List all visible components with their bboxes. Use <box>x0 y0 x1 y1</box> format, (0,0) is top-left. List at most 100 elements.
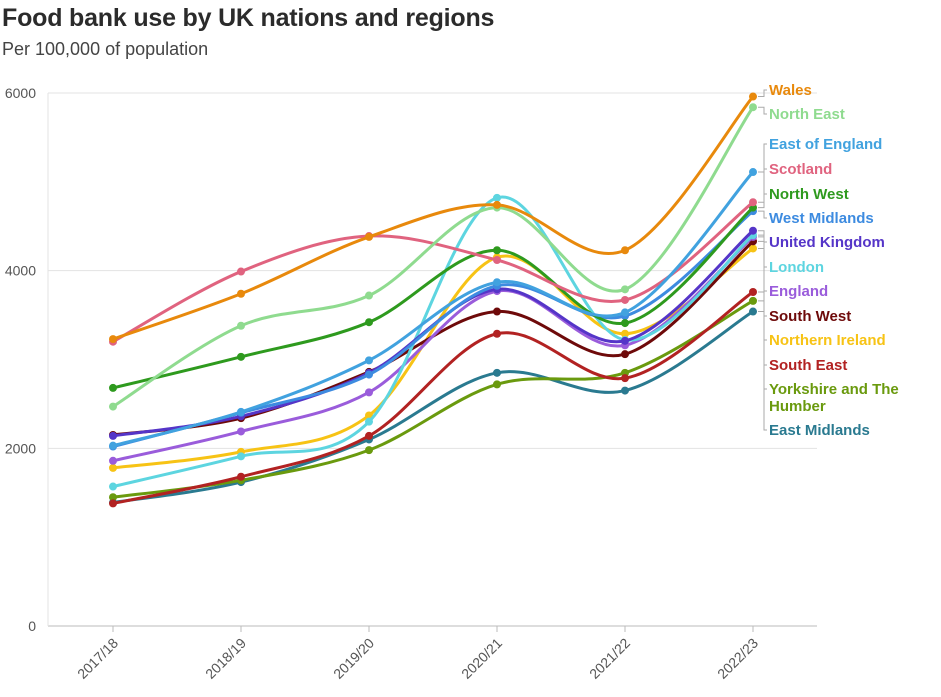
label-wales: Wales <box>769 82 812 99</box>
line-east-of-england[interactable] <box>111 170 755 448</box>
series-london[interactable] <box>109 193 757 491</box>
point-east-of-england-4[interactable] <box>621 308 629 317</box>
x-tick-label: 2021/22 <box>586 635 633 682</box>
y-tick-label: 2000 <box>5 440 36 456</box>
point-east-midlands-5[interactable] <box>749 307 757 316</box>
series-south-west[interactable] <box>109 237 757 440</box>
series-yorkshire-and-the-humber[interactable] <box>109 296 757 502</box>
point-england-2[interactable] <box>365 388 373 397</box>
point-east-midlands-3[interactable] <box>493 368 501 377</box>
point-north-east-4[interactable] <box>621 285 629 294</box>
point-london-2[interactable] <box>365 417 373 426</box>
point-east-of-england-1[interactable] <box>237 407 245 416</box>
series-lines <box>109 92 757 508</box>
y-tick-label: 6000 <box>5 85 36 101</box>
point-scotland-5[interactable] <box>749 198 757 207</box>
point-west-midlands-2[interactable] <box>365 370 373 379</box>
label-east-of-england: East of England <box>769 136 882 153</box>
line-east-midlands[interactable] <box>111 310 755 505</box>
point-south-east-0[interactable] <box>109 499 117 508</box>
x-tick-label: 2018/19 <box>202 635 249 682</box>
point-yorkshire-and-the-humber-5[interactable] <box>749 296 757 305</box>
line-south-east[interactable] <box>111 290 755 505</box>
point-united-kingdom-5[interactable] <box>749 226 757 235</box>
point-scotland-1[interactable] <box>237 267 245 276</box>
label-united-kingdom: United Kingdom <box>769 234 885 251</box>
leader-north-east <box>758 106 767 115</box>
line-yorkshire-and-the-humber[interactable] <box>111 299 755 499</box>
label-england: England <box>769 283 828 300</box>
point-wales-5[interactable] <box>749 92 757 101</box>
point-north-east-2[interactable] <box>365 291 373 300</box>
x-tick-label: 2017/18 <box>74 635 121 682</box>
line-scotland[interactable] <box>111 200 755 344</box>
point-south-east-2[interactable] <box>365 431 373 440</box>
label-scotland: Scotland <box>769 161 832 178</box>
point-wales-2[interactable] <box>365 232 373 241</box>
leader-south-west <box>758 240 767 317</box>
point-south-east-4[interactable] <box>621 374 629 383</box>
point-scotland-4[interactable] <box>621 295 629 304</box>
point-east-midlands-4[interactable] <box>621 386 629 395</box>
line-wales[interactable] <box>111 95 755 341</box>
point-wales-0[interactable] <box>109 335 117 344</box>
point-north-east-1[interactable] <box>237 321 245 330</box>
y-tick-label: 4000 <box>5 263 36 279</box>
leader-south-east <box>758 291 767 366</box>
point-northern-ireland-0[interactable] <box>109 463 117 472</box>
point-south-east-1[interactable] <box>237 472 245 481</box>
point-yorkshire-and-the-humber-2[interactable] <box>365 446 373 455</box>
point-north-west-3[interactable] <box>493 246 501 255</box>
point-north-east-5[interactable] <box>749 103 757 112</box>
leader-east-of-england <box>758 143 767 173</box>
label-yorkshire-and-the-humber: Yorkshire and The Humber <box>769 381 899 415</box>
point-north-east-0[interactable] <box>109 402 117 411</box>
point-north-west-2[interactable] <box>365 318 373 327</box>
point-north-west-0[interactable] <box>109 383 117 392</box>
point-south-west-4[interactable] <box>621 350 629 359</box>
point-london-1[interactable] <box>237 452 245 461</box>
leader-united-kingdom <box>758 230 767 243</box>
x-tick-label: 2022/23 <box>714 635 761 682</box>
point-east-of-england-5[interactable] <box>749 168 757 177</box>
point-east-of-england-2[interactable] <box>365 356 373 365</box>
point-south-west-3[interactable] <box>493 307 501 316</box>
point-wales-3[interactable] <box>493 200 501 209</box>
series-south-east[interactable] <box>109 287 757 508</box>
point-north-west-1[interactable] <box>237 352 245 361</box>
series-east-of-england[interactable] <box>109 168 757 450</box>
gridlines <box>48 92 817 627</box>
label-west-midlands: West Midlands <box>769 210 874 227</box>
point-london-3[interactable] <box>493 193 501 202</box>
point-united-kingdom-0[interactable] <box>109 431 117 440</box>
series-wales[interactable] <box>109 92 757 344</box>
point-wales-4[interactable] <box>621 246 629 255</box>
series-england[interactable] <box>109 232 757 465</box>
point-england-1[interactable] <box>237 427 245 436</box>
x-tick-label: 2020/21 <box>458 635 505 682</box>
line-north-west[interactable] <box>111 206 755 390</box>
line-south-west[interactable] <box>111 239 755 437</box>
point-london-0[interactable] <box>109 482 117 491</box>
point-east-of-england-3[interactable] <box>493 278 501 287</box>
point-wales-1[interactable] <box>237 289 245 298</box>
point-northern-ireland-5[interactable] <box>749 244 757 253</box>
line-north-east[interactable] <box>111 105 755 409</box>
leader-london <box>758 234 767 268</box>
leader-yorkshire-and-the-humber <box>758 300 767 390</box>
point-south-east-5[interactable] <box>749 287 757 296</box>
point-united-kingdom-4[interactable] <box>621 336 629 345</box>
x-tick-label: 2019/20 <box>330 635 377 682</box>
point-northern-ireland-4[interactable] <box>621 329 629 338</box>
point-east-of-england-0[interactable] <box>109 441 117 450</box>
leader-wales <box>758 89 767 98</box>
label-south-west: South West <box>769 308 851 325</box>
point-england-0[interactable] <box>109 456 117 465</box>
y-tick-label: 0 <box>28 618 36 634</box>
point-south-east-3[interactable] <box>493 329 501 338</box>
point-yorkshire-and-the-humber-3[interactable] <box>493 380 501 389</box>
point-north-west-4[interactable] <box>621 319 629 328</box>
point-scotland-3[interactable] <box>493 256 501 265</box>
point-yorkshire-and-the-humber-0[interactable] <box>109 493 117 502</box>
